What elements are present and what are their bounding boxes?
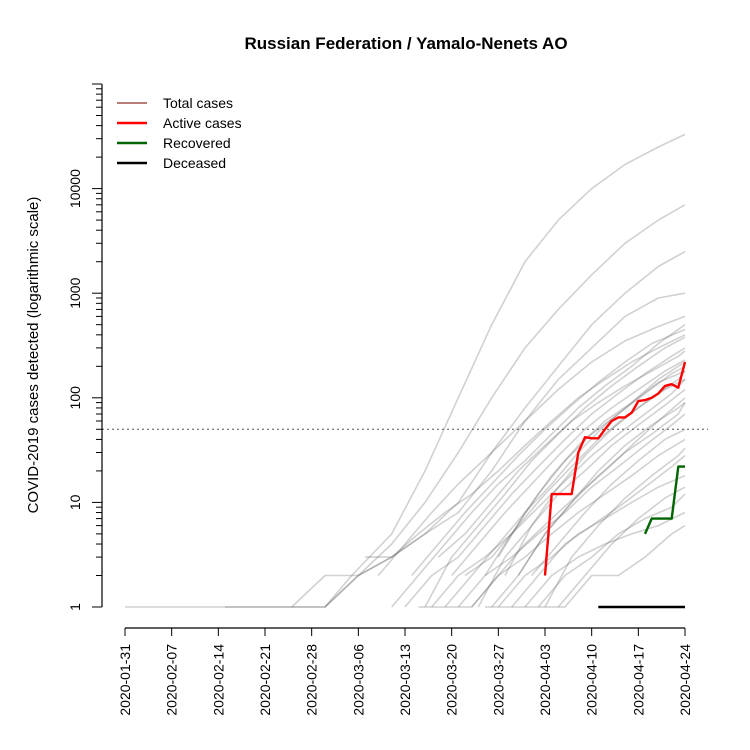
background-series-line-21 (477, 388, 686, 608)
x-tick-label: 2020-04-24 (677, 644, 693, 716)
background-series-line-20 (464, 370, 686, 577)
background-series-line-19 (451, 359, 686, 577)
background-series-line-14 (497, 474, 686, 608)
background-series-line-6 (391, 324, 686, 608)
background-series-group (125, 133, 686, 608)
y-tick-label: 1000 (67, 277, 83, 308)
background-series-line-8 (418, 361, 686, 608)
background-series-line-12 (471, 438, 686, 608)
legend-label: Active cases (163, 115, 242, 131)
background-series-line-15 (511, 493, 686, 608)
series-line-active-cases (543, 361, 687, 576)
y-tick-label: 10000 (67, 169, 83, 208)
background-series-line-30 (531, 428, 686, 577)
background-series-line-31 (544, 447, 686, 608)
series-line-recovered (643, 465, 685, 535)
x-tick-label: 2020-02-07 (164, 644, 180, 716)
legend-label: Total cases (163, 95, 233, 111)
background-series-line-17 (538, 524, 686, 608)
x-tick-label: 2020-02-21 (257, 644, 273, 716)
background-series-line-11 (457, 413, 686, 608)
x-tick-label: 2020-04-03 (537, 644, 553, 716)
y-axis-title: COVID-2019 cases detected (logarithmic s… (25, 197, 42, 514)
x-axis: 2020-01-31 2020-02-07 2020-02-14 2020-02-21… (117, 627, 693, 716)
background-series-line-16 (524, 511, 686, 608)
legend-label: Recovered (163, 135, 231, 151)
legend: Total cases Active cases Recovered Deceased (117, 95, 242, 171)
background-series-line-27 (497, 370, 686, 558)
x-tick-label: 2020-02-28 (304, 644, 320, 716)
y-axis: 1 10 100 1000 10000 (67, 83, 103, 611)
y-tick-label: 100 (67, 386, 83, 410)
background-series-line-3 (324, 250, 686, 608)
x-tick-label: 2020-03-27 (490, 644, 506, 716)
background-series-line-10 (445, 397, 686, 608)
main-series-group (543, 361, 687, 609)
x-tick-label: 2020-02-14 (210, 644, 226, 716)
background-series-line-26 (484, 365, 686, 576)
x-tick-label: 2020-03-13 (397, 644, 413, 716)
y-tick-label: 10 (67, 494, 83, 510)
background-series-line-1 (125, 133, 686, 608)
x-tick-label: 2020-03-20 (444, 644, 460, 716)
y-tick-label: 1 (67, 603, 83, 611)
background-series-line-32 (557, 486, 686, 608)
background-series-line-13 (485, 454, 686, 608)
background-series-line-18 (437, 350, 686, 558)
x-tick-label: 2020-03-06 (350, 644, 366, 716)
background-series-line-9 (431, 378, 686, 608)
x-tick-label: 2020-04-10 (584, 644, 600, 716)
background-series-line-25 (365, 334, 686, 558)
background-series-line-4 (291, 292, 686, 608)
background-series-line-24 (411, 328, 686, 577)
chart-title: Russian Federation / Yamalo-Nenets AO (244, 34, 567, 53)
x-tick-label: 2020-04-17 (630, 644, 646, 716)
background-series-line-7 (404, 347, 686, 608)
background-series-line-23 (424, 336, 686, 608)
background-series-line-2 (225, 204, 686, 608)
background-series-line-22 (491, 402, 686, 608)
legend-label: Deceased (163, 155, 226, 171)
x-tick-label: 2020-01-31 (117, 644, 133, 716)
background-series-line-5 (377, 315, 686, 577)
